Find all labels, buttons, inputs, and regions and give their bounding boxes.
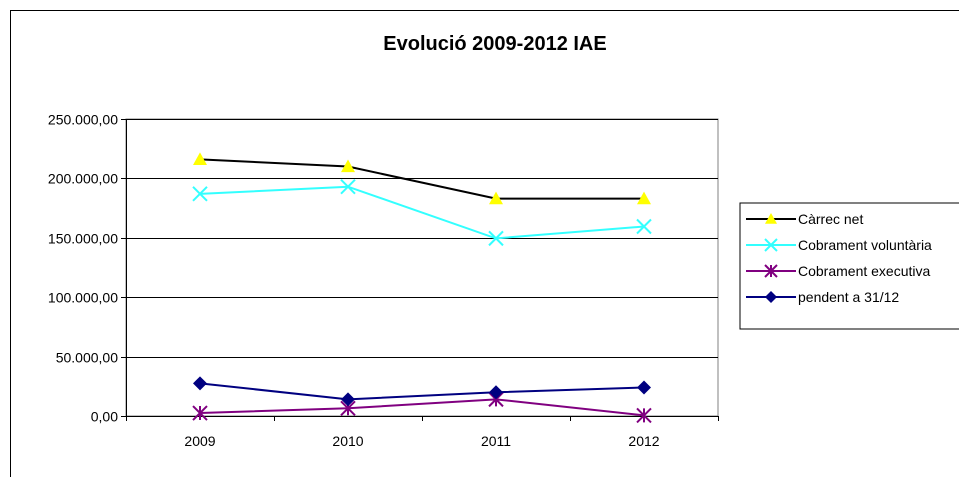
marker-triangle [341, 159, 355, 173]
x-axis: 2009 2010 2011 2012 [126, 416, 719, 449]
y-tick-label: 50.000,00 [56, 350, 118, 366]
marker-triangle [489, 191, 503, 205]
plot-area [125, 118, 719, 417]
marker-triangle [637, 191, 651, 205]
marker-star [192, 405, 208, 421]
x-tick-label: 2012 [628, 433, 659, 449]
series-line [199, 382, 645, 401]
series-line [199, 398, 645, 417]
series-line [199, 158, 644, 200]
marker-diamond [341, 392, 355, 407]
x-tick-label: 2009 [184, 433, 215, 449]
marker-x [636, 218, 652, 235]
y-tick-label: 0,00 [91, 409, 118, 425]
legend-item: Cobrament executiva [746, 263, 931, 279]
marker-diamond [765, 291, 777, 303]
series-line [199, 185, 645, 240]
marker-x [488, 230, 504, 247]
marker-star [636, 407, 652, 424]
series [193, 376, 651, 407]
legend-label: Càrrec net [798, 211, 863, 227]
y-tick-label: 200.000,00 [48, 171, 118, 187]
y-tick-label: 250.000,00 [48, 112, 118, 128]
legend-label: Cobrament executiva [798, 263, 931, 279]
marker-triangle [765, 213, 777, 224]
marker-star [764, 264, 778, 278]
legend: Càrrec net Cobrament voluntària Cobrament … [739, 202, 959, 330]
series [193, 152, 651, 205]
series-layer [192, 152, 652, 424]
x-tick-label: 2010 [332, 433, 363, 449]
marker-diamond [489, 385, 503, 400]
legend-label: Cobrament voluntària [798, 237, 932, 253]
marker-triangle [193, 152, 207, 165]
series [192, 391, 652, 424]
y-tick-label: 150.000,00 [48, 231, 118, 247]
marker-x [340, 179, 356, 195]
legend-item: pendent a 31/12 [746, 289, 899, 305]
legend-label: pendent a 31/12 [798, 289, 899, 305]
y-axis: 0,00 50.000,00 100.000,00 150.000,00 200.000… [48, 112, 127, 425]
marker-x [764, 238, 778, 252]
marker-diamond [637, 380, 651, 395]
marker-x [192, 186, 208, 202]
x-tick-label: 2011 [481, 433, 511, 449]
series [192, 179, 652, 247]
legend-item: Càrrec net [746, 211, 863, 227]
chart-title: Evolució 2009-2012 IAE [383, 33, 606, 55]
gridlines [126, 119, 718, 358]
marker-diamond [193, 376, 207, 391]
y-tick-label: 100.000,00 [48, 290, 118, 306]
legend-item: Cobrament voluntària [746, 237, 932, 253]
